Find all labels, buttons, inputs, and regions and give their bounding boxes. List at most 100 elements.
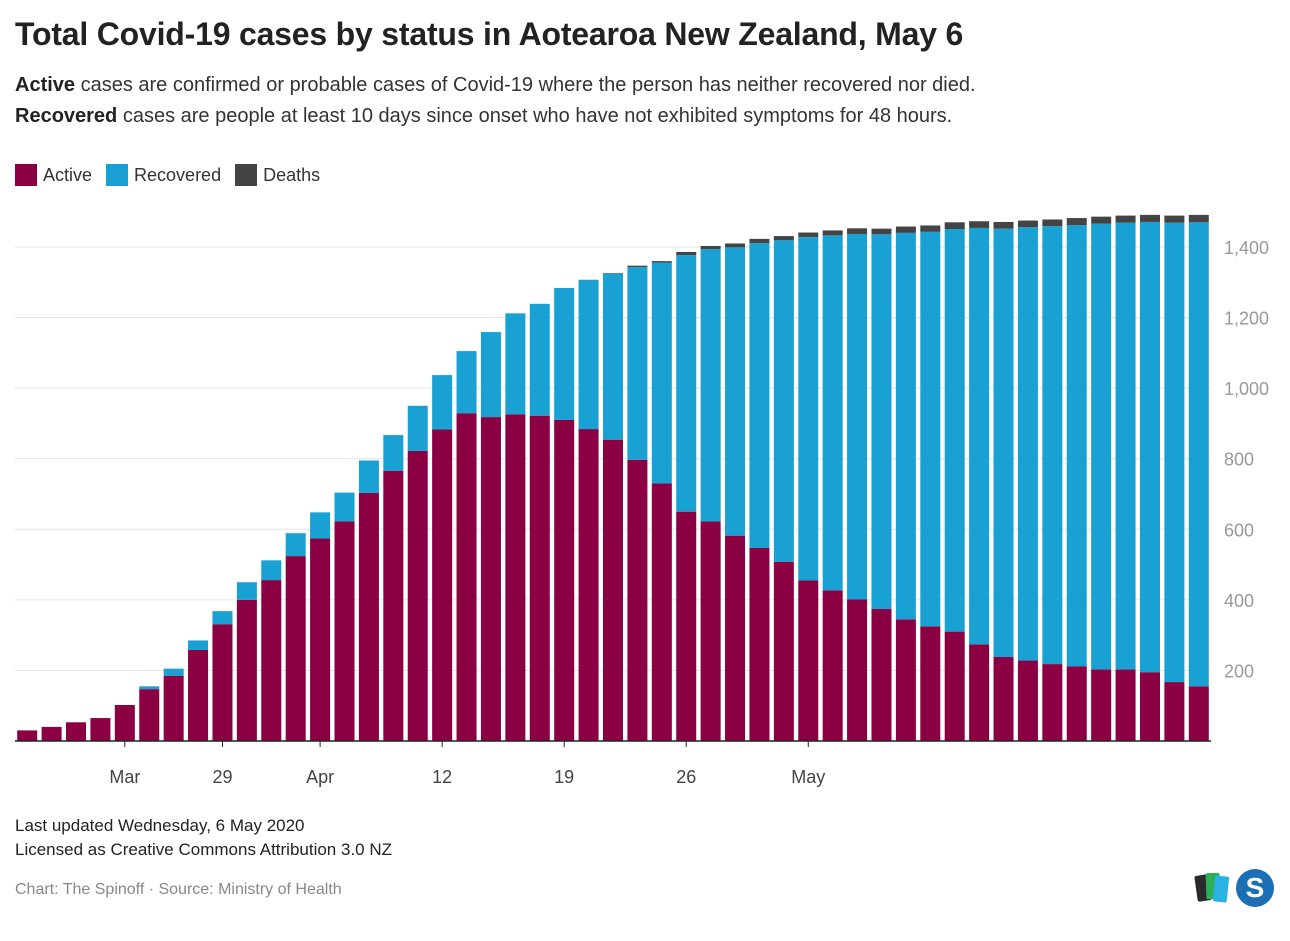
bar-active-46 (1139, 672, 1160, 741)
bar-deaths-30 (749, 238, 770, 244)
subtitle-active: Active cases are confirmed or probable c… (15, 74, 976, 97)
bar-active-10 (261, 580, 282, 741)
bar-deaths-40 (993, 221, 1014, 229)
bar-active-34 (847, 599, 868, 741)
bar-recovered-18 (456, 351, 477, 414)
license-note: Licensed as Creative Commons Attribution… (15, 840, 393, 859)
bar-recovered-40 (993, 228, 1014, 658)
bar-deaths-45 (1115, 215, 1136, 223)
bar-recovered-14 (358, 460, 379, 493)
legend-item-deaths: Deaths (235, 164, 320, 186)
legend-swatch-active (15, 164, 37, 186)
legend-swatch-deaths (235, 164, 258, 186)
bar-active-13 (334, 521, 355, 741)
bar-active-31 (773, 561, 794, 741)
bar-deaths-27 (676, 251, 697, 256)
bar-recovered-10 (261, 560, 282, 581)
x-tick-label-May: May (791, 767, 825, 787)
bar-active-29 (725, 535, 746, 741)
bar-recovered-6 (163, 668, 184, 676)
bar-active-24 (602, 439, 623, 741)
bar-recovered-42 (1042, 226, 1063, 665)
bar-active-26 (651, 483, 672, 741)
subtitle-recovered-definition: cases are people at least 10 days since … (117, 105, 953, 127)
bar-active-18 (456, 413, 477, 741)
bar-active-6 (163, 675, 184, 741)
x-tick-label-Apr: Apr (306, 767, 334, 787)
bar-deaths-44 (1091, 216, 1112, 224)
bar-active-44 (1091, 669, 1112, 741)
bar-deaths-43 (1066, 218, 1087, 226)
bar-deaths-48 (1188, 214, 1209, 223)
y-tick-label-600: 600 (1224, 520, 1254, 540)
bar-recovered-16 (407, 405, 428, 451)
chart-title: Total Covid-19 cases by status in Aotear… (15, 16, 964, 52)
bar-recovered-32 (798, 237, 819, 581)
bar-recovered-41 (1017, 227, 1038, 661)
bar-active-43 (1066, 666, 1087, 741)
x-tick-label-19: 19 (554, 767, 574, 787)
bar-recovered-30 (749, 243, 770, 548)
bar-active-3 (90, 718, 111, 741)
bar-deaths-32 (798, 232, 819, 238)
bar-deaths-26 (651, 261, 672, 263)
bar-recovered-11 (285, 533, 306, 557)
subtitle-active-definition: cases are confirmed or probable cases of… (75, 74, 976, 96)
subtitle-recovered: Recovered cases are people at least 10 d… (15, 105, 952, 128)
bar-deaths-41 (1017, 220, 1038, 228)
bar-deaths-39 (969, 221, 990, 228)
bar-recovered-46 (1139, 221, 1160, 673)
bar-active-38 (944, 631, 965, 741)
bar-recovered-39 (969, 227, 990, 645)
bar-recovered-34 (847, 233, 868, 600)
last-updated-note: Last updated Wednesday, 6 May 2020 (15, 816, 305, 835)
bar-active-2 (66, 722, 87, 741)
bar-recovered-12 (310, 512, 331, 539)
bar-active-32 (798, 580, 819, 741)
bar-active-11 (285, 556, 306, 741)
bar-active-41 (1017, 660, 1038, 741)
bar-recovered-22 (554, 287, 575, 420)
bar-recovered-13 (334, 492, 355, 522)
y-tick-label-1000: 1,000 (1224, 379, 1269, 399)
bar-active-36 (895, 619, 916, 741)
legend-label-recovered: Recovered (134, 164, 222, 185)
bar-active-22 (554, 419, 575, 741)
bar-active-45 (1115, 669, 1136, 741)
y-tick-label-1200: 1,200 (1224, 309, 1269, 329)
chart-legend: Active Recovered Deaths (15, 164, 334, 186)
bar-active-1 (41, 726, 62, 741)
bar-recovered-45 (1115, 222, 1136, 670)
bar-active-4 (114, 705, 135, 741)
bar-deaths-46 (1139, 214, 1160, 222)
bar-deaths-33 (822, 230, 843, 236)
bar-active-27 (676, 511, 697, 741)
bar-recovered-25 (627, 267, 648, 460)
bar-active-0 (17, 730, 38, 741)
bar-recovered-15 (383, 435, 404, 471)
bar-deaths-36 (895, 226, 916, 233)
bar-active-16 (407, 450, 428, 741)
subtitle-recovered-term: Recovered (15, 105, 118, 127)
bar-deaths-42 (1042, 219, 1063, 227)
bar-recovered-24 (602, 273, 623, 440)
source-credit: Chart: The Spinoff · Source: Ministry of… (15, 881, 342, 898)
bar-active-47 (1164, 682, 1185, 741)
bar-recovered-38 (944, 229, 965, 632)
bar-active-48 (1188, 686, 1209, 741)
bar-deaths-35 (871, 228, 892, 235)
bar-active-33 (822, 590, 843, 741)
bar-active-35 (871, 609, 892, 741)
bar-active-28 (700, 521, 721, 741)
bar-recovered-23 (578, 280, 599, 430)
bar-recovered-20 (505, 313, 526, 415)
bar-recovered-21 (529, 303, 550, 416)
bar-active-14 (358, 492, 379, 741)
bar-recovered-5 (139, 686, 160, 690)
bar-recovered-36 (895, 232, 916, 620)
bar-deaths-29 (725, 243, 746, 248)
legend-item-recovered: Recovered (106, 164, 221, 186)
x-tick-label-29: 29 (212, 767, 232, 787)
bar-active-23 (578, 429, 599, 741)
x-tick-label-26: 26 (676, 767, 696, 787)
